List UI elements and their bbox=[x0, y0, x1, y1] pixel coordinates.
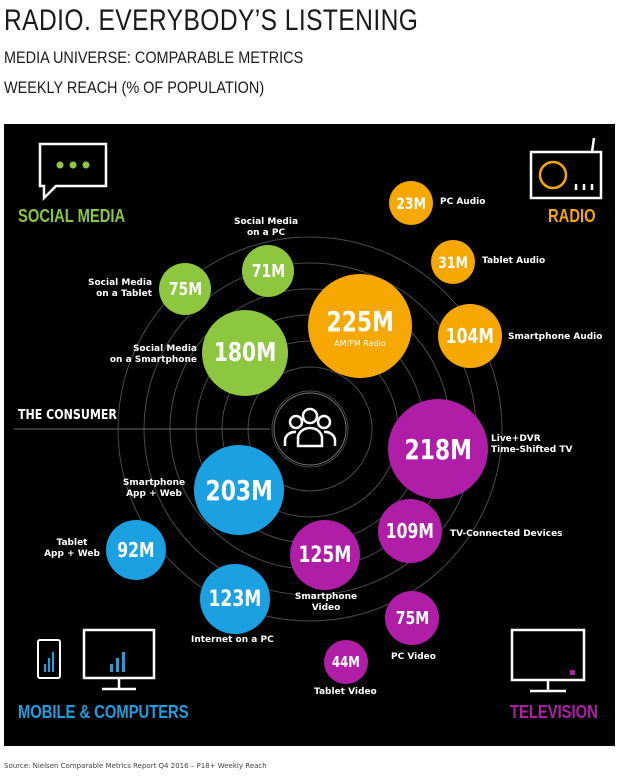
label-tv-live: Live+DVR Time-Shifted TV bbox=[491, 434, 573, 455]
category-radio: RADIO bbox=[548, 206, 596, 226]
label-social-pc: Social Media on a PC bbox=[234, 217, 299, 238]
label-tv-connected: TV-Connected Devices bbox=[450, 529, 563, 539]
bubble-mobile-pc: 123M bbox=[200, 564, 270, 634]
label-tv-pc: PC Video bbox=[391, 652, 436, 662]
bubble-mobile-smartphone: 203M bbox=[194, 445, 284, 535]
label-radio-pc: PC Audio bbox=[440, 197, 486, 207]
bubble-tv-live: 218M bbox=[388, 399, 488, 499]
bubble-social-smartphone: 180M bbox=[202, 310, 288, 396]
bubble-tv-pc: 75M bbox=[385, 591, 439, 645]
page-title: RADIO. EVERYBODY’S LISTENING bbox=[4, 4, 419, 37]
radio-icon bbox=[529, 137, 603, 200]
bubble-social-tablet: 75M bbox=[159, 263, 211, 315]
category-television: TELEVISION bbox=[510, 702, 598, 722]
bubble-tv-tablet: 44M bbox=[324, 640, 368, 684]
bubble-radio-smartphone: 104M bbox=[438, 304, 502, 368]
phone-icon bbox=[37, 639, 61, 679]
consumer-people-icon bbox=[283, 407, 337, 448]
label-radio-smartphone: Smartphone Audio bbox=[508, 332, 603, 342]
bubble-tv-connected: 109M bbox=[378, 499, 442, 563]
center-label-consumer: THE CONSUMER bbox=[18, 408, 117, 423]
tv-icon bbox=[510, 628, 586, 693]
label-mobile-tablet: Tablet App + Web bbox=[44, 538, 100, 559]
label-social-tablet: Social Media on a Tablet bbox=[88, 278, 153, 299]
chat-bubble-icon bbox=[38, 142, 108, 202]
category-social-media: SOCIAL MEDIA bbox=[18, 206, 126, 226]
subtitle-weekly-reach: WEEKLY REACH (% OF POPULATION) bbox=[4, 78, 265, 97]
bubble-tv-smartphone: 125M bbox=[290, 520, 360, 590]
bubble-mobile-tablet: 92M bbox=[106, 520, 166, 580]
bubble-social-pc: 71M bbox=[242, 245, 294, 297]
bubble-radio-pc: 23M bbox=[389, 181, 433, 225]
label-social-smartphone: Social Media on a Smartphone bbox=[109, 344, 197, 365]
source-note: Source: Nielsen Comparable Metrics Repor… bbox=[4, 762, 267, 770]
label-mobile-smartphone: Smartphone App + Web bbox=[122, 478, 186, 499]
label-tv-tablet: Tablet Video bbox=[314, 687, 377, 697]
label-radio-tablet: Tablet Audio bbox=[482, 256, 546, 266]
subtitle-metrics: MEDIA UNIVERSE: COMPARABLE METRICS bbox=[4, 48, 304, 67]
bubble-radio-amfm: 225M AM/FM Radio bbox=[308, 274, 412, 378]
label-tv-smartphone: Smartphone Video bbox=[294, 592, 358, 613]
category-mobile-computers: MOBILE & COMPUTERS bbox=[18, 702, 189, 722]
bubble-radio-tablet: 31M bbox=[431, 240, 475, 284]
infographic-panel: SOCIAL MEDIA RADIO MOBILE & COMPUTERS TE… bbox=[4, 124, 615, 746]
monitor-icon bbox=[82, 628, 156, 691]
label-mobile-pc: Internet on a PC bbox=[191, 635, 274, 645]
